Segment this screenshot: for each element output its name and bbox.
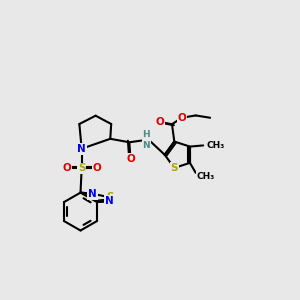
Text: S: S bbox=[78, 164, 85, 173]
Text: N: N bbox=[77, 144, 86, 154]
Text: O: O bbox=[155, 117, 164, 127]
Text: N: N bbox=[105, 196, 113, 206]
Text: O: O bbox=[62, 164, 71, 173]
Text: H
N: H N bbox=[142, 130, 150, 150]
Text: S: S bbox=[106, 192, 114, 203]
Text: N: N bbox=[88, 189, 97, 199]
Text: S: S bbox=[171, 163, 178, 173]
Text: O: O bbox=[177, 113, 186, 123]
Text: CH₃: CH₃ bbox=[197, 172, 215, 181]
Text: O: O bbox=[92, 164, 101, 173]
Text: O: O bbox=[126, 154, 135, 164]
Text: CH₃: CH₃ bbox=[207, 141, 225, 150]
